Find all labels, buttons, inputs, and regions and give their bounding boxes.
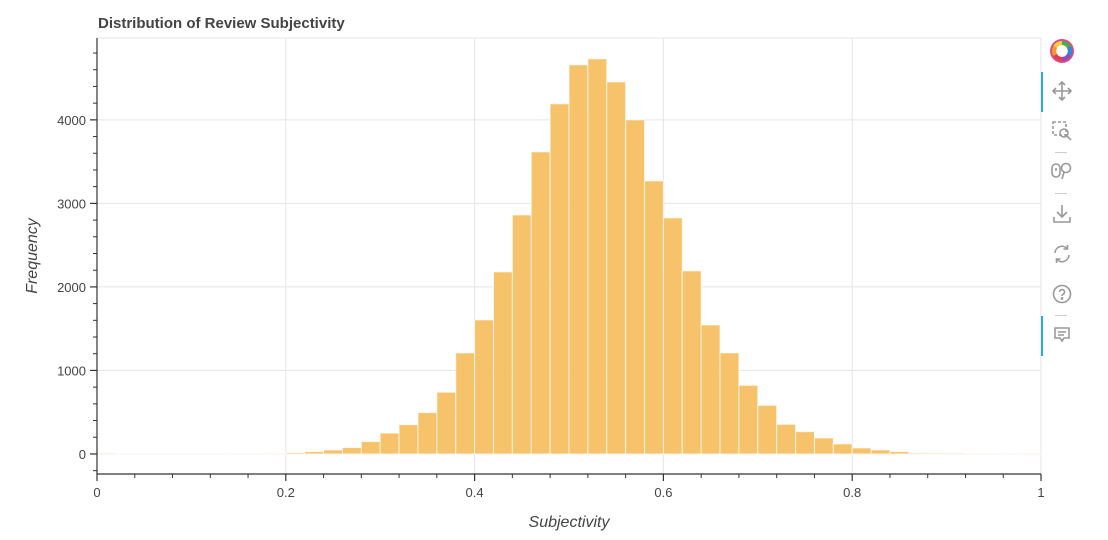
histogram-bar: [549, 103, 570, 455]
chart-title: Distribution of Review Subjectivity: [98, 15, 345, 32]
pan-tool-icon[interactable]: [1041, 72, 1077, 112]
histogram-bar: [96, 452, 117, 455]
toolbar-separator: [1055, 193, 1067, 194]
y-tick-label: 1000: [57, 363, 86, 378]
histogram-bar: [757, 404, 778, 455]
histogram-bar: [644, 180, 664, 455]
histogram-bar: [530, 151, 551, 455]
histogram-bar: [511, 214, 532, 455]
histogram-bar: [606, 81, 627, 455]
histogram-bar: [662, 217, 683, 455]
histogram-bar: [946, 452, 966, 455]
x-tick-label: 1: [1037, 485, 1044, 500]
histogram-bar: [1021, 452, 1042, 455]
y-tick-label: 3000: [57, 196, 86, 211]
y-tick-label: 4000: [57, 113, 86, 128]
histogram-bar: [474, 319, 494, 455]
histogram-bar: [927, 452, 948, 455]
histogram-bar: [341, 447, 362, 455]
histogram-bar: [738, 384, 759, 455]
histogram-bar: [813, 437, 834, 455]
histogram-bar: [832, 443, 853, 455]
help-tool-icon[interactable]: [1047, 279, 1077, 309]
histogram-bar: [360, 441, 381, 455]
histogram-bar: [398, 424, 419, 455]
reset-tool-icon[interactable]: [1047, 239, 1077, 269]
histogram-bar: [304, 451, 325, 455]
x-tick-label: 0: [93, 485, 100, 500]
histogram-bar: [436, 391, 457, 455]
x-tick-label: 0.2: [277, 485, 295, 500]
x-axis-label: Subjectivity: [529, 514, 611, 531]
histogram-bar: [870, 449, 891, 455]
histogram-bar: [719, 352, 740, 455]
histogram-bar: [851, 447, 872, 455]
histogram-bar: [379, 432, 400, 455]
toolbar-separator: [1055, 152, 1067, 153]
histogram-bar: [568, 64, 589, 455]
histogram-bar: [587, 58, 608, 455]
histogram-bar: [323, 449, 343, 455]
y-axis-label: Frequency: [24, 217, 41, 294]
histogram-bar: [455, 352, 476, 455]
axes: 0 0.2 0.4 0.6 0.8 1 0 1000 2000 3000 4000: [57, 38, 1045, 500]
save-tool-icon[interactable]: [1047, 199, 1077, 229]
histogram-bar: [795, 431, 815, 455]
bars: [96, 58, 1042, 455]
y-tick-label: 2000: [57, 280, 86, 295]
histogram-bar: [492, 271, 513, 455]
box-zoom-tool-icon[interactable]: [1047, 116, 1077, 146]
hover-tool-icon[interactable]: [1041, 316, 1077, 356]
histogram-bar: [681, 270, 702, 455]
x-tick-label: 0.4: [466, 485, 484, 500]
bokeh-logo-icon[interactable]: [1047, 36, 1077, 66]
x-tick-label: 0.6: [654, 485, 672, 500]
wheel-zoom-tool-icon[interactable]: [1047, 156, 1077, 186]
toolbar-separator: [1055, 315, 1067, 316]
histogram-bar: [908, 452, 929, 455]
x-tick-label: 0.8: [843, 485, 861, 500]
histogram-bar: [285, 452, 306, 455]
histogram-bar: [417, 412, 438, 455]
histogram-bar: [889, 451, 910, 455]
histogram-bar: [625, 119, 646, 455]
y-tick-label: 0: [79, 447, 86, 462]
histogram-bar: [776, 423, 797, 455]
histogram-bar: [700, 324, 721, 455]
